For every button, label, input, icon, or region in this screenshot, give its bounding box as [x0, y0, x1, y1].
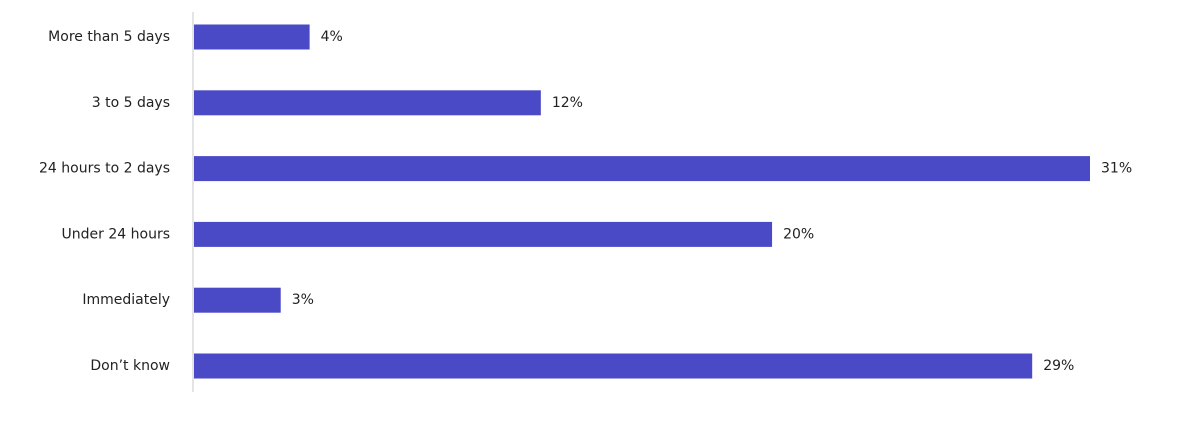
bar [194, 221, 773, 247]
bar [194, 353, 1033, 379]
value-label: 31% [1101, 161, 1132, 177]
value-label: 20% [783, 226, 814, 242]
category-label: 3 to 5 days [92, 95, 170, 111]
bar [194, 156, 1090, 182]
category-label: Don’t know [90, 358, 170, 374]
bar [194, 24, 310, 50]
value-label: 29% [1043, 358, 1074, 374]
bar [194, 90, 541, 116]
category-label: More than 5 days [48, 29, 170, 45]
category-label: Under 24 hours [62, 226, 170, 242]
value-label: 4% [321, 29, 343, 45]
value-label: 3% [292, 292, 314, 308]
category-label: 24 hours to 2 days [39, 161, 170, 177]
value-label: 12% [552, 95, 583, 111]
category-label: Immediately [82, 292, 170, 308]
bar [194, 287, 281, 313]
